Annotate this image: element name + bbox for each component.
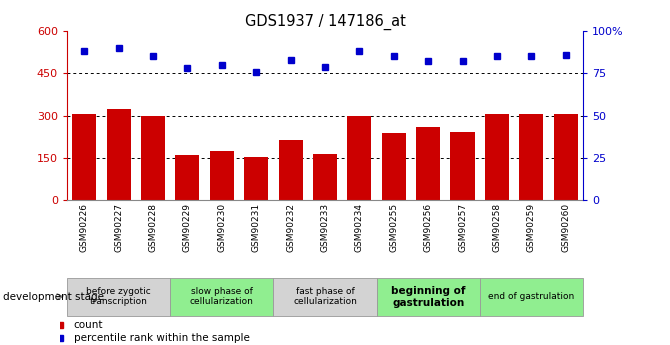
Bar (170, 278, 273, 316)
Bar (210, 151, 234, 200)
Bar (244, 157, 268, 200)
Bar (485, 114, 509, 200)
Text: end of gastrulation: end of gastrulation (488, 292, 574, 301)
Bar (519, 114, 543, 200)
Bar (67, 278, 170, 316)
Bar (273, 278, 377, 316)
Text: before zygotic
transcription: before zygotic transcription (86, 287, 151, 306)
Bar (176, 155, 200, 200)
Bar (72, 114, 96, 200)
Bar (450, 132, 474, 200)
Bar (279, 139, 303, 200)
Title: GDS1937 / 147186_at: GDS1937 / 147186_at (245, 13, 405, 30)
Bar (141, 116, 165, 200)
Bar (313, 155, 337, 200)
Bar (553, 114, 578, 200)
Text: count: count (74, 320, 103, 329)
Text: percentile rank within the sample: percentile rank within the sample (74, 333, 249, 343)
Bar (382, 133, 406, 200)
Bar (416, 127, 440, 200)
Bar (107, 109, 131, 200)
Text: beginning of
gastrulation: beginning of gastrulation (391, 286, 466, 307)
Text: slow phase of
cellularization: slow phase of cellularization (190, 287, 254, 306)
Bar (347, 116, 371, 200)
Bar (480, 278, 583, 316)
Bar (377, 278, 480, 316)
Text: fast phase of
cellularization: fast phase of cellularization (293, 287, 357, 306)
Text: development stage: development stage (3, 292, 105, 302)
